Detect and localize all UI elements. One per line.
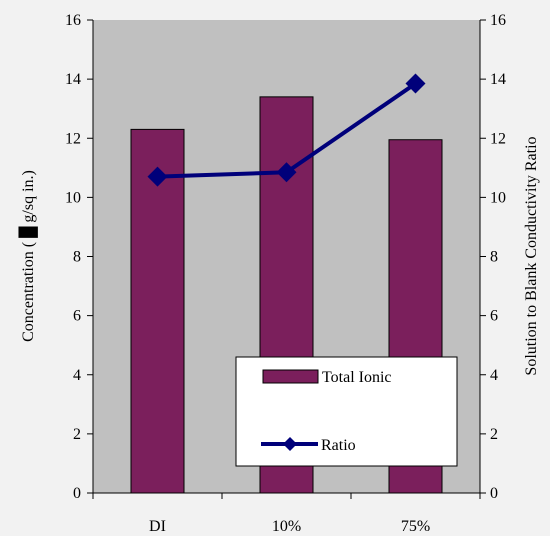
bar-di [130,128,185,494]
y-tick-label: 10 [65,189,81,206]
y2-tick-label: 4 [490,367,498,384]
y2-axis-label: Solution to Blank Conductivity Ratio [523,136,540,375]
y-tick-label: 6 [73,308,81,325]
x-tick-label: DI [149,518,166,535]
ratio-point-di [147,166,168,187]
y-tick-label: 2 [73,426,81,443]
y2-ticks-group: 0 2 4 6 8 10 12 14 16 [480,12,506,502]
y-tick-label: 4 [73,367,81,384]
legend: Total Ionic Ratio [235,356,458,467]
y-tick-label: 14 [65,71,81,88]
ratio-point-10pct [276,162,297,183]
y2-tick-label: 6 [490,308,498,325]
y-ticks-group: 0 2 4 6 8 10 12 14 16 [65,12,93,502]
y-axis-label-part2: g/sq in.) [20,170,37,222]
y-tick-label: 0 [73,485,81,502]
y-tick-label: 16 [65,12,81,29]
y2-tick-label: 0 [490,485,498,502]
y2-tick-label: 12 [490,130,506,147]
y-tick-label: 12 [65,130,81,147]
y2-tick-label: 2 [490,426,498,443]
y2-tick-label: 8 [490,249,498,266]
y-tick-label: 8 [73,249,81,266]
x-tick-label: 75% [401,518,430,535]
y-axis-label-part1: Concentration ( [20,242,37,342]
x-tick-label: 10% [272,518,301,535]
legend-label-ratio: Ratio [321,437,356,454]
ratio-point-75pct [405,73,426,94]
y-axis-label: Concentration ( █ g/sq in.) [18,170,38,342]
legend-swatch-ratio-marker [283,437,297,451]
micro-symbol-placeholder: █ [18,226,38,238]
y2-tick-label: 10 [490,189,506,206]
y2-tick-label: 14 [490,71,506,88]
x-ticks-group: DI 10% 75% [92,493,481,535]
y2-tick-label: 16 [490,12,506,29]
legend-label-total-ionic: Total Ionic [322,369,392,386]
legend-swatch-total-ionic [262,369,319,384]
ratio-line-group [147,73,426,187]
